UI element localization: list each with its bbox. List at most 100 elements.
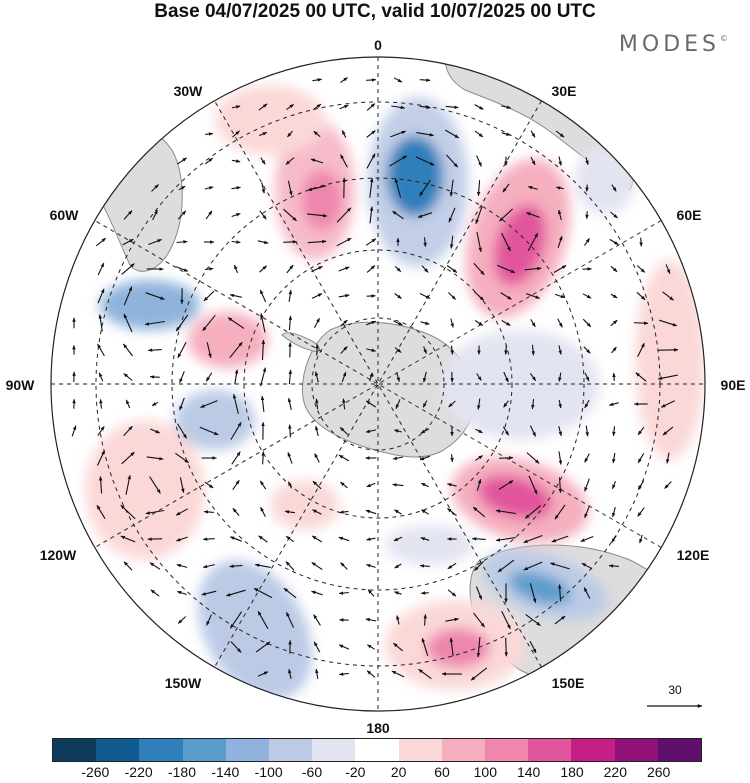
meridian-30e-150w [214, 100, 542, 668]
wind-vector-arrow [475, 455, 483, 461]
wind-vector-arrow [340, 562, 348, 570]
wind-vector-arrow [449, 637, 454, 657]
wind-vector-arrow [288, 424, 292, 438]
wind-vector-arrow [529, 372, 537, 382]
wind-vector-arrow [230, 422, 242, 440]
wind-vector-arrow [339, 510, 349, 514]
colorbar-tick-label: -220 [124, 764, 153, 780]
colorbar-swatch [139, 739, 183, 761]
wind-vector-arrow [475, 428, 483, 434]
wind-vector-arrow [446, 483, 457, 487]
wind-vector-arrow [523, 534, 543, 544]
colorbar-swatch [485, 739, 529, 761]
wind-vector-arrow [584, 399, 590, 409]
wind-vector-arrow [342, 398, 346, 410]
wind-vector-arrow [366, 78, 377, 82]
wind-vector-arrow [584, 453, 590, 463]
wind-vector-arrow [260, 506, 266, 518]
wind-vector-arrow [657, 374, 678, 380]
wind-vector-arrow [473, 262, 485, 276]
wind-vector-arrow [496, 264, 516, 274]
colorbar-swatch [571, 739, 615, 761]
negative-anomaly [175, 390, 255, 450]
wind-vector-arrow [202, 564, 215, 569]
positive-anomaly-core [302, 170, 342, 230]
wind-vector-arrow [582, 293, 592, 299]
wind-vector-arrow [338, 536, 350, 542]
wind-vector-arrow [526, 293, 541, 299]
wind-vector-arrow [312, 103, 322, 111]
wind-vector-arrow [416, 132, 435, 137]
wind-vector-arrow [635, 372, 647, 382]
wind-vector-arrow [501, 105, 512, 109]
wind-vector-arrow [307, 213, 328, 218]
reference-vector-value: 30 [668, 683, 682, 697]
wind-vector-arrow [659, 319, 678, 327]
wind-vector-arrow [503, 400, 509, 408]
positive-anomaly [85, 420, 205, 560]
wind-vector-arrow [340, 154, 348, 168]
wind-vector-arrow [150, 589, 160, 597]
wind-vector-arrow [288, 315, 293, 331]
wind-vector-arrow [450, 345, 454, 355]
wind-vector-arrow [287, 451, 293, 464]
wind-vector-arrow [581, 562, 593, 570]
colorbar-tick-label: 140 [516, 764, 541, 780]
wind-vector-arrow [531, 344, 535, 356]
wind-vector-arrow [203, 290, 215, 302]
wind-vector-arrow [664, 481, 672, 489]
wind-vector-arrow [307, 185, 327, 191]
wind-vector-arrow [314, 317, 320, 329]
map-title: Base 04/07/2025 00 UTC, valid 10/07/2025… [154, 1, 596, 22]
colorbar-swatch [398, 739, 442, 761]
wind-vector-arrow [473, 291, 485, 301]
wind-vector-arrow [501, 132, 511, 136]
negative-anomaly [385, 525, 475, 565]
wind-vector-arrow [255, 641, 271, 653]
wind-vector-arrow [340, 346, 348, 354]
wind-vector-arrow [445, 617, 460, 622]
wind-vector-arrow [311, 535, 322, 543]
wind-vector-arrow [365, 618, 377, 622]
wind-vector-arrow [259, 289, 267, 303]
wind-vector-arrow [261, 339, 266, 361]
wind-vector-arrow [423, 613, 427, 626]
wind-vector-arrow [477, 398, 481, 410]
wind-vector-arrow [497, 559, 515, 573]
wind-vector-arrow [259, 480, 267, 490]
wind-vector-arrow [528, 475, 538, 495]
wind-vector-arrow [583, 587, 591, 599]
wind-vector-arrow [257, 610, 269, 629]
wind-vector-arrow [557, 584, 562, 602]
wind-vector-arrow [123, 561, 133, 571]
wind-vector-arrow [315, 398, 319, 410]
wind-vector-arrow [175, 266, 189, 272]
wind-vector-arrow [419, 179, 431, 197]
latitude-circle [243, 249, 513, 519]
negative-anomaly-core [387, 136, 443, 216]
wind-vector-arrow [392, 483, 404, 487]
wind-vector-arrow [367, 644, 375, 650]
wind-vector-arrow [585, 425, 589, 437]
wind-vector-arrow [123, 313, 133, 333]
wind-vector-arrow [394, 266, 402, 272]
wind-vector-arrow [99, 398, 103, 409]
wind-vector-arrow [666, 452, 670, 464]
wind-vector-arrow [529, 583, 537, 604]
colorbar-swatch [269, 739, 313, 761]
wind-vector-arrow [449, 235, 454, 249]
wind-vector-arrow [445, 105, 459, 109]
wind-vector-arrow [476, 155, 482, 167]
wind-vector-arrow [253, 587, 273, 599]
wind-vector-arrow [665, 264, 671, 275]
wind-vector-arrow [450, 318, 454, 328]
wind-vector-arrow [71, 425, 77, 437]
lon-label-30e: 30E [552, 83, 577, 99]
wind-vector-arrow [254, 563, 271, 568]
wind-vector-arrow [286, 264, 294, 274]
wind-vector-arrow [531, 399, 535, 410]
wind-vector-arrow [122, 343, 134, 357]
wind-vector-arrow [637, 480, 645, 490]
wind-vector-arrow [232, 130, 240, 138]
wind-vector-arrow [125, 474, 131, 495]
